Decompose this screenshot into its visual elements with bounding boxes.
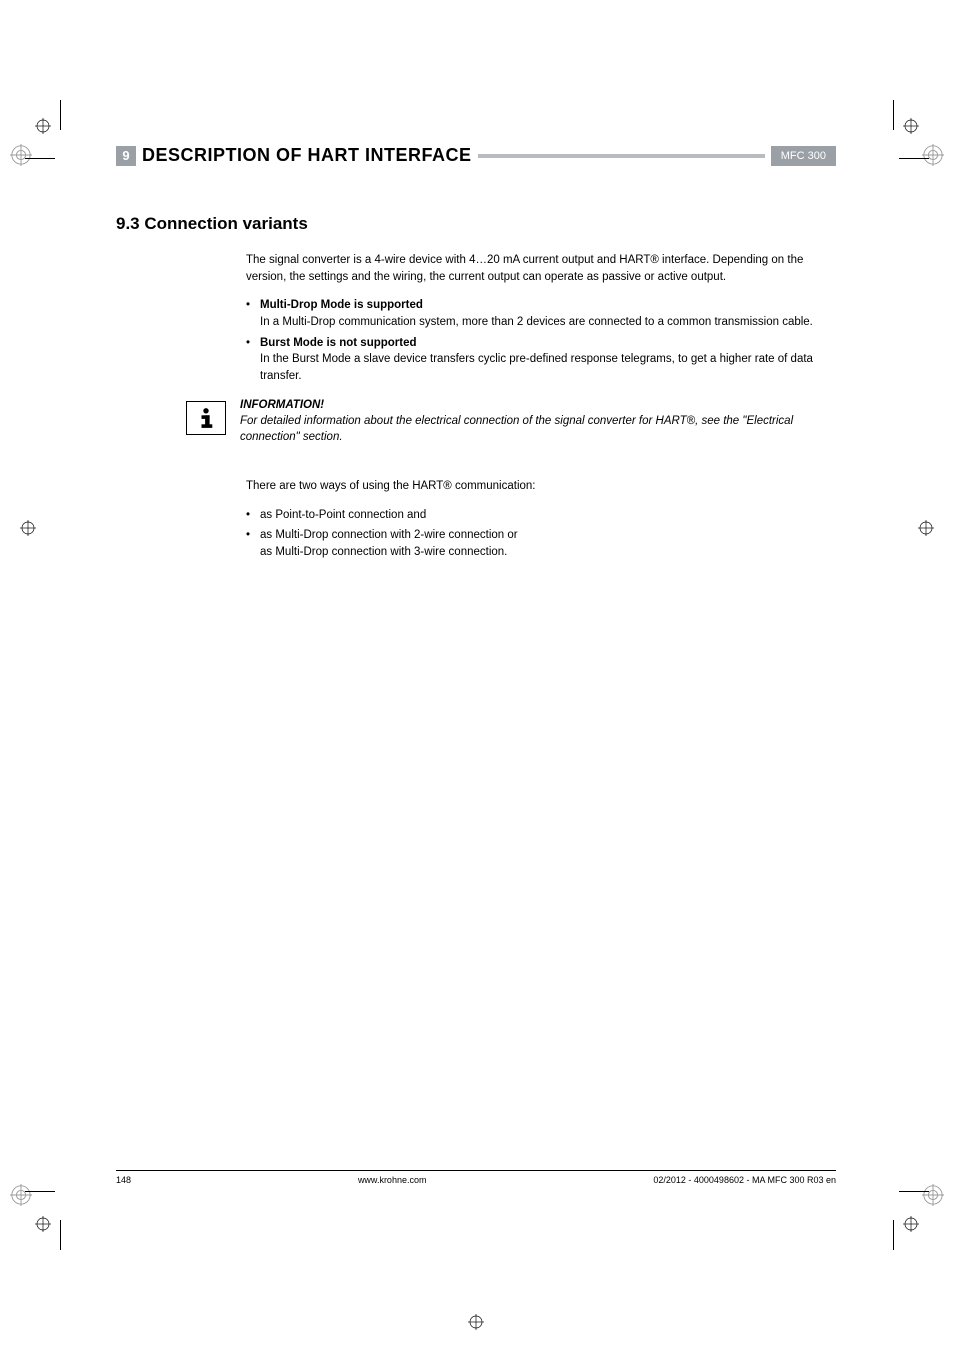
chapter-title: DESCRIPTION OF HART INTERFACE [142, 145, 472, 166]
registration-mark-icon [10, 144, 32, 166]
crop-mark-icon [25, 1191, 55, 1192]
ways-list: as Point-to-Point connection and as Mult… [246, 507, 836, 561]
info-body: For detailed information about the elect… [240, 413, 836, 446]
registration-mark-icon [20, 520, 36, 536]
mode-title: Burst Mode is not supported [260, 337, 417, 349]
crop-mark-icon [60, 100, 61, 130]
modes-list: Multi-Drop Mode is supported In a Multi-… [246, 297, 836, 384]
information-icon [186, 401, 226, 435]
registration-mark-icon [922, 1184, 944, 1206]
section-heading: 9.3 Connection variants [116, 214, 836, 234]
list-item: Multi-Drop Mode is supported In a Multi-… [246, 297, 836, 330]
info-heading: INFORMATION! [240, 399, 836, 411]
registration-mark-icon [903, 1216, 919, 1232]
footer-docref: 02/2012 - 4000498602 - MA MFC 300 R03 en [653, 1175, 836, 1185]
mode-desc: In a Multi-Drop communication system, mo… [260, 316, 813, 328]
registration-mark-icon [468, 1314, 484, 1330]
mode-desc: In the Burst Mode a slave device transfe… [260, 353, 813, 382]
list-item: as Multi-Drop connection with 2-wire con… [246, 527, 836, 560]
crop-mark-icon [893, 1220, 894, 1250]
registration-mark-icon [35, 1216, 51, 1232]
footer-url: www.krohne.com [358, 1175, 427, 1185]
chapter-header: 9 DESCRIPTION OF HART INTERFACE MFC 300 [116, 145, 836, 166]
registration-mark-icon [922, 144, 944, 166]
page-number: 148 [116, 1175, 131, 1185]
page-footer: 148 www.krohne.com 02/2012 - 4000498602 … [116, 1170, 836, 1185]
crop-mark-icon [899, 1191, 929, 1192]
footer-divider [116, 1170, 836, 1171]
intro-paragraph: The signal converter is a 4-wire device … [246, 252, 836, 285]
header-divider [478, 154, 765, 158]
registration-mark-icon [35, 118, 51, 134]
list-item: as Point-to-Point connection and [246, 507, 836, 524]
list-item: Burst Mode is not supported In the Burst… [246, 335, 836, 385]
document-badge: MFC 300 [771, 146, 836, 166]
registration-mark-icon [918, 520, 934, 536]
crop-mark-icon [60, 1220, 61, 1250]
ways-intro: There are two ways of using the HART® co… [246, 478, 836, 495]
registration-mark-icon [903, 118, 919, 134]
information-callout: INFORMATION! For detailed information ab… [186, 399, 836, 446]
chapter-number-badge: 9 [116, 146, 136, 166]
crop-mark-icon [899, 158, 929, 159]
crop-mark-icon [893, 100, 894, 130]
crop-mark-icon [25, 158, 55, 159]
mode-title: Multi-Drop Mode is supported [260, 299, 423, 311]
registration-mark-icon [10, 1184, 32, 1206]
